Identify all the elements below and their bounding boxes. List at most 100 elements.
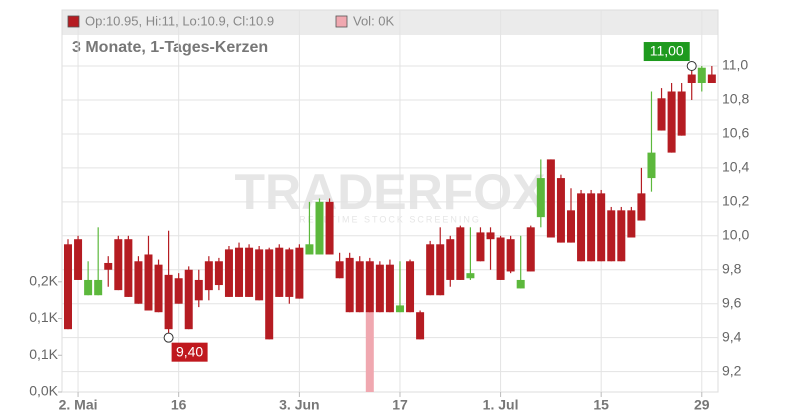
candle-body (687, 74, 696, 84)
candle-body (436, 244, 445, 296)
y-tick-label: 9,4 (722, 328, 742, 344)
plot-frame (61, 9, 719, 393)
candle-body (647, 152, 656, 179)
candle-body (325, 201, 334, 255)
candle-body (677, 91, 686, 136)
candle-body (526, 227, 535, 272)
candle-body (486, 232, 495, 240)
x-tick-label: 29 (694, 397, 710, 413)
candle-body (587, 193, 596, 262)
legend-label: Op:10.95, Hi:11, Lo:10.9, Cl:10.9 (85, 13, 274, 28)
x-tick-label: 16 (171, 397, 187, 413)
x-tick-label: 15 (593, 397, 609, 413)
candle-body (456, 227, 465, 280)
candle-body (567, 210, 575, 243)
candle-body (707, 74, 716, 84)
candle-body (144, 254, 153, 311)
volume-bar (365, 311, 374, 392)
candle-body (597, 193, 606, 262)
candle-body (385, 264, 394, 313)
candle-body (315, 201, 324, 255)
candle-body (516, 279, 525, 289)
candle-body (275, 247, 284, 297)
candle-body (426, 244, 435, 296)
candle-body (657, 98, 666, 131)
annotation-label: 9,40 (176, 343, 203, 359)
candle-body (194, 279, 203, 301)
x-tick-label: 3. Jun (279, 397, 319, 413)
y2-tick-label: 0,1K (29, 309, 58, 325)
header-band (62, 10, 718, 35)
candle-body (164, 274, 173, 330)
candle-body (577, 193, 586, 262)
candle-body (305, 244, 314, 255)
candle-body (345, 257, 354, 313)
candle-body (446, 239, 455, 280)
candle-body (395, 305, 404, 313)
y2-tick-label: 0,2K (29, 273, 58, 289)
candle-body (184, 269, 193, 330)
legend-swatch (335, 15, 348, 28)
candle-body (617, 210, 626, 262)
candle-body (295, 247, 304, 299)
candle-body (265, 249, 274, 340)
candle-body (235, 247, 244, 297)
x-tick-label: 1. Jul (483, 397, 519, 413)
watermark: TRADERFOX (234, 164, 545, 220)
candle-body (134, 261, 143, 304)
candle-body (476, 232, 485, 262)
annotation-box (643, 42, 690, 62)
y-tick-label: 11,0 (722, 57, 748, 73)
y-tick-label: 9,8 (722, 260, 742, 276)
y-tick-label: 10,2 (722, 193, 749, 209)
y-tick-label: 9,2 (722, 362, 742, 378)
candle-body (94, 279, 103, 296)
candle-body (556, 178, 565, 243)
annotation-label: 11,00 (650, 43, 684, 59)
candle-body (416, 312, 425, 340)
y-tick-label: 10,4 (722, 159, 749, 175)
subtitle: 3 Monate, 1-Tages-Kerzen (72, 39, 268, 56)
candle-body (285, 249, 294, 297)
candle-body (224, 249, 233, 297)
candle-body (607, 210, 616, 262)
candle-body (124, 239, 133, 297)
y-tick-label: 9,6 (722, 294, 742, 310)
candle-body (365, 261, 374, 313)
y-tick-label: 10,8 (722, 91, 749, 107)
candle-body (667, 91, 676, 153)
candle-body (637, 193, 646, 221)
candle-body (335, 261, 344, 279)
y-tick-label: 10,0 (722, 227, 749, 243)
candle-body (255, 249, 264, 301)
annotation-marker (686, 61, 697, 72)
candle-body (114, 239, 123, 291)
candle-body (245, 247, 254, 297)
annotation-marker (163, 332, 174, 343)
candle-body (546, 159, 555, 238)
candle-body (627, 210, 636, 238)
candle-body (697, 67, 706, 84)
candle-body (536, 178, 545, 218)
candle-body (174, 278, 183, 304)
candle-body (214, 261, 223, 286)
watermark-sub: REALTIME STOCK SCREENING (299, 214, 481, 224)
candle-body (204, 261, 213, 291)
candle-body (64, 244, 72, 330)
candle-body (74, 239, 83, 280)
y-tick-label: 10,6 (722, 125, 749, 141)
candle-body (466, 273, 475, 279)
candle-body (104, 262, 113, 270)
legend-swatch (67, 15, 80, 28)
candle-body (375, 264, 384, 313)
candle-body (496, 237, 505, 280)
candle-body (406, 261, 415, 313)
candle-body (355, 261, 364, 313)
candle-body (84, 279, 93, 296)
x-tick-label: 17 (392, 397, 408, 413)
candle-body (506, 239, 515, 272)
y2-tick-label: 0,1K (29, 346, 58, 362)
x-tick-label: 2. Mai (59, 397, 98, 413)
annotation-box (171, 342, 208, 362)
